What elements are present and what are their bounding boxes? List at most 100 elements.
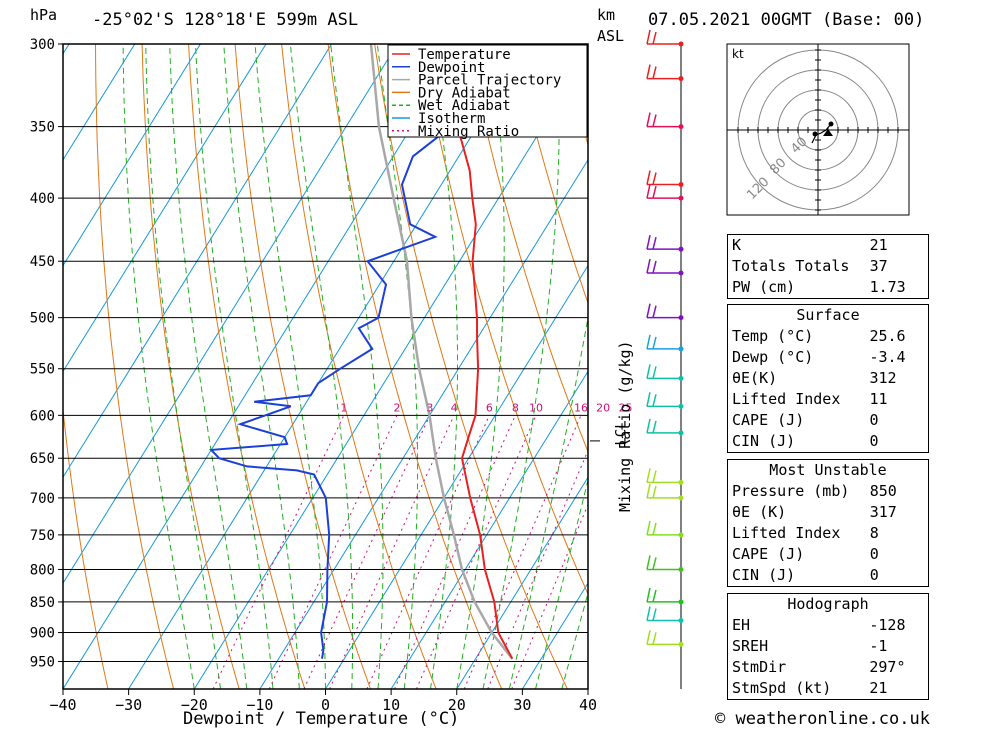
- pressure-tick-label: 400: [30, 191, 55, 207]
- credit-link[interactable]: © weatheronline.co.uk: [715, 709, 930, 729]
- temp-tick-label: 0: [321, 696, 330, 714]
- legend-label: Dry Adiabat: [418, 85, 511, 101]
- wet-adiabat-line: [145, 44, 221, 689]
- index-value: 21: [869, 236, 888, 254]
- pressure-tick-label: 700: [30, 491, 55, 507]
- wet-adiabat-line: [482, 44, 560, 689]
- most-unstable-row: θE (K) 317: [728, 502, 928, 523]
- asl-label: ASL: [597, 27, 625, 45]
- hodograph-value: -1: [869, 637, 888, 655]
- storm-motion-marker: [823, 129, 833, 136]
- isotherm-line: [0, 44, 4, 689]
- km-label: km: [597, 6, 616, 24]
- surface-value: 25.6: [869, 327, 906, 345]
- legend-label: Wet Adiabat: [418, 98, 511, 114]
- mixing-ratio-label: 20: [596, 401, 610, 414]
- temp-tick-label: 40: [579, 696, 597, 714]
- wet-adiabat-line: [456, 44, 505, 689]
- dry-adiabat-line: [234, 44, 371, 689]
- wet-adiabat-line: [535, 478, 588, 689]
- axes: 3003504004505005506006507007508008509009…: [30, 37, 597, 714]
- pressure-tick-label: 650: [30, 451, 55, 467]
- temp-tick-label: 30: [513, 696, 531, 714]
- dry-adiabat-line: [513, 44, 588, 305]
- mixing-ratio-label: 16: [574, 401, 588, 414]
- index-value: 37: [869, 257, 888, 275]
- x-axis-title: Dewpoint / Temperature (°C): [183, 709, 460, 729]
- wind-barb: [646, 64, 684, 82]
- mixing-ratio-line: [511, 503, 588, 689]
- pressure-tick-label: 850: [30, 595, 55, 611]
- hodograph-key: StmSpd (kt): [732, 679, 832, 697]
- surface-key: CAPE (J): [732, 411, 805, 429]
- hodograph-trace: [811, 123, 832, 144]
- wet-adiabat-line: [195, 44, 274, 689]
- surface-row: Dewp (°C) -3.4: [728, 347, 928, 368]
- wet-adiabat-line: [330, 44, 384, 689]
- surface-row: Temp (°C) 25.6: [728, 326, 928, 347]
- wet-adiabat-line: [376, 44, 419, 689]
- wind-barb: [646, 170, 684, 188]
- most-unstable-key: θE (K): [732, 503, 787, 521]
- indices-top-table: K 21 Totals Totals 37 PW (cm) 1.73: [728, 235, 928, 298]
- most-unstable-key: CIN (J): [732, 566, 796, 584]
- legend-box: [387, 44, 588, 138]
- wet-adiabat-line: [122, 44, 195, 689]
- wind-barb: [646, 555, 684, 572]
- most-unstable-key: Lifted Index: [732, 524, 841, 542]
- plot-frame: [62, 43, 589, 690]
- index-key: PW (cm): [732, 278, 796, 296]
- isotherm-line: [259, 158, 588, 689]
- isotherm-line: [63, 44, 201, 267]
- most-unstable-title: Most Unstable: [769, 461, 887, 479]
- wind-barb: [646, 418, 684, 436]
- surface-value: 312: [869, 369, 897, 387]
- hpa-label: hPa: [30, 6, 58, 24]
- wind-barb: [646, 303, 684, 321]
- most-unstable-key: CAPE (J): [732, 545, 805, 563]
- index-value: 1.73: [869, 278, 906, 296]
- hodograph-value: -128: [869, 616, 906, 634]
- isotherm-line: [63, 44, 267, 373]
- pressure-tick-label: 300: [30, 37, 55, 53]
- wind-barb: [646, 483, 684, 501]
- isotherm-line: [63, 44, 464, 689]
- wind-barb: [646, 258, 684, 276]
- wet-adiabat-line: [223, 44, 300, 689]
- surface-value: 0: [869, 411, 879, 429]
- isotherm-line: [456, 476, 588, 689]
- surface-row: θE(K) 312: [728, 368, 928, 389]
- wind-barb: [646, 29, 684, 47]
- temp-tick-label: −10: [246, 696, 273, 714]
- wind-barb: [646, 630, 684, 647]
- dry-adiabat-line: [467, 44, 588, 453]
- surface-value: 0: [869, 432, 879, 450]
- wind-barb: [646, 606, 684, 624]
- surface-row: Lifted Index 11: [728, 389, 928, 410]
- wind-barb: [646, 334, 684, 352]
- hodograph-point: [828, 121, 834, 127]
- mixing-ratio-line: [366, 415, 490, 689]
- wet-adiabat-line: [508, 314, 588, 689]
- hodograph-value: 21: [869, 679, 888, 697]
- temp-tick-label: −40: [49, 696, 76, 714]
- most-unstable-key: Pressure (mb): [732, 482, 850, 500]
- surface-key: CIN (J): [732, 432, 796, 450]
- wind-barbs: [590, 29, 684, 689]
- index-key: K: [732, 236, 742, 254]
- wet-adiabat-line: [169, 44, 248, 689]
- hodograph-panel: Hodograph EH -128 SREH -1 StmDir 297° StmSpd (…: [727, 593, 929, 700]
- wind-barb: [646, 112, 684, 130]
- mixing-ratio-label: 3: [426, 401, 433, 414]
- location-title: -25°02'S 128°18'E 599m ASL: [92, 10, 359, 30]
- wet-adiabat-line: [254, 44, 326, 689]
- temp-tick-label: −20: [181, 696, 208, 714]
- hodograph-row: SREH -1: [728, 636, 928, 657]
- dewpoint-profile: [209, 44, 456, 659]
- pressure-tick-label: 550: [30, 362, 55, 378]
- mixing-ratio-label: 6: [486, 401, 493, 414]
- surface-panel: Surface Temp (°C) 25.6 Dewp (°C) -3.4 θE(K) 3…: [727, 304, 929, 453]
- hodograph-title: Hodograph: [787, 595, 869, 613]
- surface-row: CAPE (J) 0: [728, 410, 928, 431]
- wind-barb: [646, 364, 684, 381]
